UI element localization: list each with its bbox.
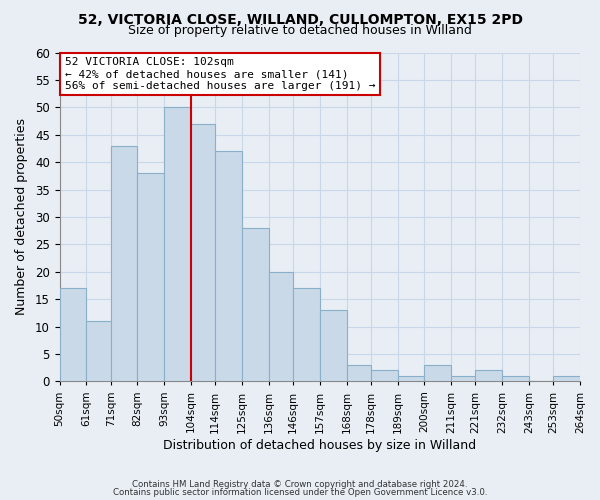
Text: Contains HM Land Registry data © Crown copyright and database right 2024.: Contains HM Land Registry data © Crown c… [132, 480, 468, 489]
Bar [110, 146, 137, 382]
Bar [269, 272, 293, 382]
Text: 52, VICTORIA CLOSE, WILLAND, CULLOMPTON, EX15 2PD: 52, VICTORIA CLOSE, WILLAND, CULLOMPTON,… [77, 12, 523, 26]
Bar [191, 124, 215, 382]
Text: Size of property relative to detached houses in Willand: Size of property relative to detached ho… [128, 24, 472, 37]
Bar [320, 310, 347, 382]
Bar [242, 228, 269, 382]
Text: 52 VICTORIA CLOSE: 102sqm
← 42% of detached houses are smaller (141)
56% of semi: 52 VICTORIA CLOSE: 102sqm ← 42% of detac… [65, 58, 375, 90]
Bar [137, 173, 164, 382]
X-axis label: Distribution of detached houses by size in Willand: Distribution of detached houses by size … [163, 440, 476, 452]
Bar [86, 321, 110, 382]
Y-axis label: Number of detached properties: Number of detached properties [15, 118, 28, 316]
Bar [59, 288, 86, 382]
Bar [475, 370, 502, 382]
Bar [553, 376, 580, 382]
Bar [293, 288, 320, 382]
Bar [451, 376, 475, 382]
Bar [398, 376, 424, 382]
Bar [502, 376, 529, 382]
Bar [347, 365, 371, 382]
Bar [371, 370, 398, 382]
Text: Contains public sector information licensed under the Open Government Licence v3: Contains public sector information licen… [113, 488, 487, 497]
Bar [424, 365, 451, 382]
Bar [164, 108, 191, 382]
Bar [215, 151, 242, 382]
